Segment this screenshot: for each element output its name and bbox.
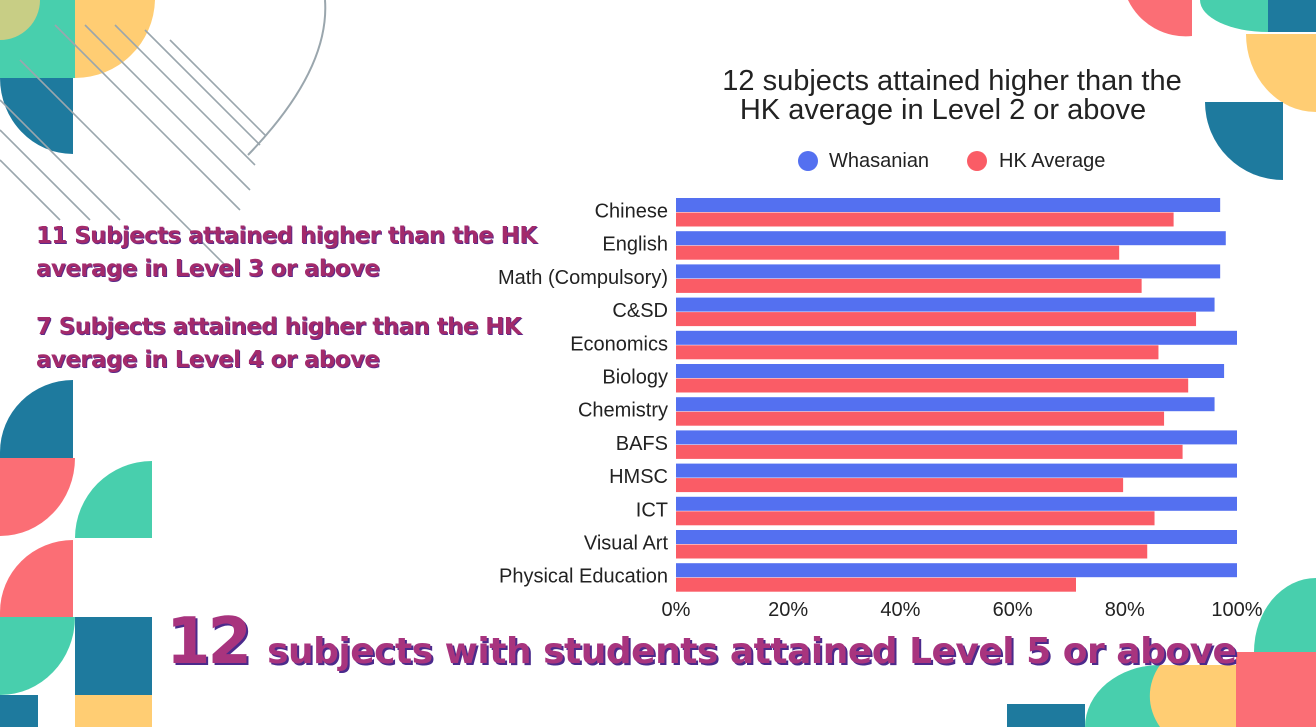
bar-hk-average-ict (676, 511, 1155, 526)
bar-whasanian-economics (676, 330, 1237, 345)
bar-hk-average-hmsc (676, 478, 1124, 493)
category-label-biology: Biology (602, 367, 668, 389)
bar-hk-average-c-sd (676, 312, 1197, 327)
legend-label-whasanian: Whasanian (829, 150, 929, 172)
category-label-physical-education: Physical Education (499, 566, 668, 588)
x-tick-label-80pct: 80% (1105, 599, 1145, 621)
category-label-chemistry: Chemistry (578, 400, 668, 422)
bar-whasanian-chemistry (676, 397, 1215, 412)
chart-bars (676, 198, 1237, 592)
x-tick-label-20pct: 20% (768, 599, 808, 621)
bar-hk-average-chinese (676, 212, 1174, 227)
top-right-decoration (1128, 0, 1316, 180)
category-label-c-sd: C&SD (612, 300, 668, 322)
x-tick-label-100pct: 100% (1211, 599, 1262, 621)
bar-hk-average-chemistry (676, 411, 1165, 426)
bar-whasanian-hmsc (676, 463, 1237, 478)
chart-title-line-1: 12 subjects attained higher than the (722, 65, 1182, 97)
category-label-economics: Economics (570, 333, 668, 355)
bar-hk-average-bafs (676, 444, 1183, 459)
bar-whasanian-visual-art (676, 530, 1237, 544)
bar-whasanian-chinese (676, 198, 1221, 212)
bar-whasanian-biology (676, 364, 1225, 378)
headline-text: subjects with students attained Level 5 … (267, 631, 1237, 672)
chart-legend: Whasanian HK Average (798, 150, 1105, 172)
bar-hk-average-economics (676, 345, 1159, 360)
bar-whasanian-physical-education (676, 563, 1237, 578)
category-label-english: English (602, 234, 668, 256)
category-label-hmsc: HMSC (609, 466, 668, 488)
bar-hk-average-visual-art (676, 544, 1148, 559)
x-tick-label-0pct: 0% (662, 599, 691, 621)
bar-whasanian-ict (676, 496, 1237, 511)
legend-marker-whasanian (798, 151, 818, 171)
bar-whasanian-math-compulsory (676, 264, 1221, 279)
level5-headline: 12 subjects with students attained Level … (166, 605, 1296, 679)
category-label-bafs: BAFS (616, 433, 668, 455)
bar-whasanian-bafs (676, 430, 1237, 445)
category-label-visual-art: Visual Art (584, 533, 669, 555)
legend-marker-hk-average (967, 151, 987, 171)
x-tick-label-40pct: 40% (880, 599, 920, 621)
bar-hk-average-biology (676, 378, 1189, 393)
category-labels: Chinese English Math (Compulsory) C&SD Econo… (498, 201, 668, 588)
left-decoration (0, 380, 152, 727)
bar-whasanian-english (676, 231, 1226, 246)
level4-note: 7 Subjects attained higher than the HK a… (36, 314, 522, 373)
category-label-chinese: Chinese (595, 201, 668, 223)
top-left-decoration (0, 0, 327, 271)
category-label-ict: ICT (636, 499, 668, 521)
headline-number: 12 (166, 605, 252, 679)
legend-label-hk-average: HK Average (999, 150, 1105, 172)
bar-hk-average-english (676, 245, 1120, 260)
x-axis-tick-labels: 0% 20% 40% 60% 80% 100% (662, 599, 1263, 621)
x-tick-label-60pct: 60% (993, 599, 1033, 621)
bar-hk-average-physical-education (676, 577, 1076, 592)
category-label-math-compulsory: Math (Compulsory) (498, 267, 668, 289)
bottom-right-decoration (1007, 578, 1316, 727)
chart-title-line-2: HK average in Level 2 or above (740, 94, 1146, 126)
bar-whasanian-c-sd (676, 297, 1215, 312)
bar-hk-average-math-compulsory (676, 278, 1142, 293)
level3-note: 11 Subjects attained higher than the HK … (36, 223, 537, 282)
